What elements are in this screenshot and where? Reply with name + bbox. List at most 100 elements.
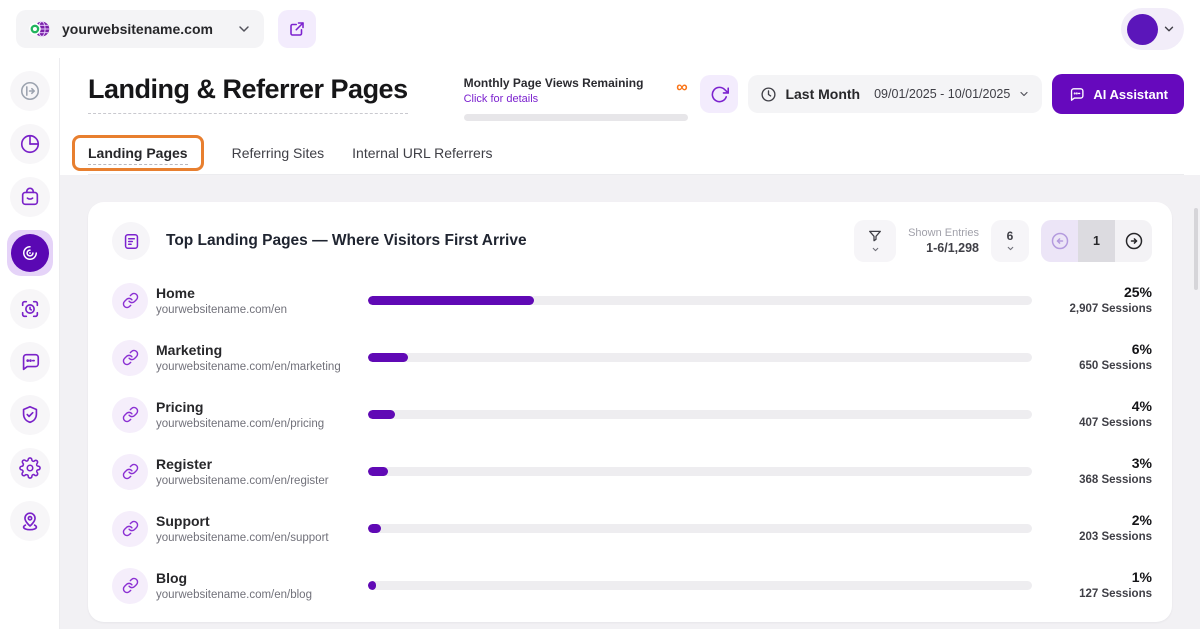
page-name[interactable]: Home (156, 285, 195, 301)
link-icon (112, 567, 148, 604)
pie-chart-icon (19, 133, 41, 155)
sidebar-item-security[interactable] (9, 395, 50, 435)
page-title: Landing & Referrer Pages (88, 74, 408, 114)
filter-button[interactable] (854, 220, 897, 262)
landing-page-row: Support yourwebsitename.com/en/support 2… (112, 500, 1152, 557)
shown-entries-value: 1-6/1,298 (926, 241, 979, 256)
page-sessions: 203 Sessions (1079, 531, 1152, 544)
tab-bar: Landing Pages Referring Sites Internal U… (72, 131, 1184, 175)
sessions-bar-track (368, 410, 1032, 419)
page-url: yourwebsitename.com/en/blog (156, 589, 312, 601)
landing-page-row: Pricing yourwebsitename.com/en/pricing 4… (112, 386, 1152, 443)
page-sessions: 368 Sessions (1079, 474, 1152, 487)
date-range-picker[interactable]: Last Month 09/01/2025 - 10/01/2025 (748, 75, 1043, 113)
landing-page-row: Register yourwebsitename.com/en/register… (112, 443, 1152, 500)
sidebar-item-traffic-active[interactable] (6, 230, 53, 276)
radar-icon (10, 234, 49, 272)
page-name[interactable]: Support (156, 513, 210, 529)
tab-internal-url-referrers[interactable]: Internal URL Referrers (352, 144, 493, 161)
landing-page-row: Home yourwebsitename.com/en 25% 2,907 Se… (112, 272, 1152, 329)
sessions-bar-fill (368, 353, 408, 362)
monthly-quota: Monthly Page Views Remaining Click for d… (463, 74, 688, 121)
page-name[interactable]: Marketing (156, 342, 223, 358)
refresh-button[interactable] (700, 75, 739, 113)
sidebar-item-dashboard[interactable] (9, 124, 50, 164)
sidebar (0, 58, 60, 629)
date-preset-label: Last Month (785, 86, 861, 102)
page-sessions: 407 Sessions (1079, 417, 1152, 430)
sidebar-item-locations[interactable] (9, 501, 50, 541)
page-name[interactable]: Register (156, 456, 213, 472)
user-menu[interactable] (1121, 8, 1184, 50)
page-size-selector[interactable]: 6 (991, 220, 1029, 262)
quota-title: Monthly Page Views Remaining (463, 76, 644, 90)
chevron-down-icon (1162, 22, 1176, 36)
sessions-bar-track (368, 467, 1032, 476)
document-icon (122, 232, 141, 251)
content-area: Top Landing Pages — Where Visitors First… (60, 175, 1200, 629)
page-name[interactable]: Pricing (156, 399, 204, 415)
link-icon (112, 453, 148, 490)
chevron-down-icon (871, 245, 880, 254)
next-page-button[interactable] (1115, 220, 1152, 262)
scrollbar[interactable] (1194, 208, 1198, 290)
arrow-left-circle-icon (1050, 231, 1070, 251)
sessions-bar-track (368, 581, 1032, 590)
landing-page-row: Blog yourwebsitename.com/en/blog 1% 127 … (112, 557, 1152, 614)
sessions-bar-fill (368, 467, 388, 476)
page-size-value: 6 (1006, 229, 1014, 243)
chevron-down-icon (1018, 88, 1030, 100)
card-title: Top Landing Pages — Where Visitors First… (166, 232, 527, 249)
ai-assistant-button[interactable]: AI Assistant (1052, 74, 1184, 114)
refresh-icon (710, 85, 729, 104)
chat-icon (1068, 86, 1085, 103)
quota-details-link[interactable]: Click for details (463, 93, 539, 105)
top-bar: yourwebsitename.com (0, 0, 1200, 58)
sidebar-item-feedback[interactable] (9, 342, 50, 382)
website-name: yourwebsitename.com (62, 21, 213, 37)
sidebar-item-settings[interactable] (9, 448, 50, 488)
link-icon (112, 339, 148, 376)
sessions-bar-track (368, 353, 1032, 362)
avatar (1127, 13, 1158, 45)
page-name[interactable]: Blog (156, 570, 188, 586)
page-percentage: 4% (1131, 398, 1152, 415)
tab-label: Landing Pages (88, 144, 188, 165)
sidebar-item-store[interactable] (9, 177, 50, 217)
ai-assistant-label: AI Assistant (1093, 86, 1168, 102)
open-website-button[interactable] (278, 10, 316, 48)
shown-entries-label: Shown Entries (908, 226, 979, 239)
report-icon-wrap (112, 222, 150, 260)
current-page-indicator: 1 (1078, 220, 1115, 262)
tab-landing-pages[interactable]: Landing Pages (72, 134, 204, 171)
previous-page-button[interactable] (1041, 220, 1078, 262)
location-pin-icon (19, 510, 41, 532)
scan-clock-icon (19, 298, 41, 320)
page-percentage: 25% (1123, 284, 1152, 301)
clock-icon (760, 86, 777, 103)
sidebar-item-sessions[interactable] (9, 289, 50, 329)
page-url: yourwebsitename.com/en/pricing (156, 418, 325, 430)
chevron-down-icon (1006, 244, 1015, 253)
quota-progress-bar (463, 114, 688, 121)
link-icon (112, 396, 148, 433)
page-url: yourwebsitename.com/en/marketing (156, 361, 341, 373)
pagination: 1 (1041, 220, 1152, 262)
page-url: yourwebsitename.com/en (156, 304, 288, 316)
sessions-bar-fill (368, 296, 534, 305)
link-icon (112, 282, 148, 319)
page-url: yourwebsitename.com/en/register (156, 475, 329, 487)
sessions-bar-fill (368, 524, 382, 533)
page-header: Landing & Referrer Pages Monthly Page Vi… (60, 58, 1200, 175)
link-icon (112, 510, 148, 547)
tab-referring-sites[interactable]: Referring Sites (231, 144, 325, 161)
landing-pages-card: Top Landing Pages — Where Visitors First… (88, 202, 1172, 622)
sidebar-collapse-button[interactable] (9, 71, 50, 111)
website-selector[interactable]: yourwebsitename.com (16, 10, 264, 48)
page-sessions: 127 Sessions (1079, 588, 1152, 601)
date-range-value: 09/01/2025 - 10/01/2025 (874, 87, 1011, 101)
sessions-bar-track (368, 296, 1032, 305)
page-sessions: 2,907 Sessions (1069, 303, 1152, 316)
landing-pages-list: Home yourwebsitename.com/en 25% 2,907 Se… (112, 272, 1152, 614)
page-percentage: 3% (1131, 455, 1152, 472)
